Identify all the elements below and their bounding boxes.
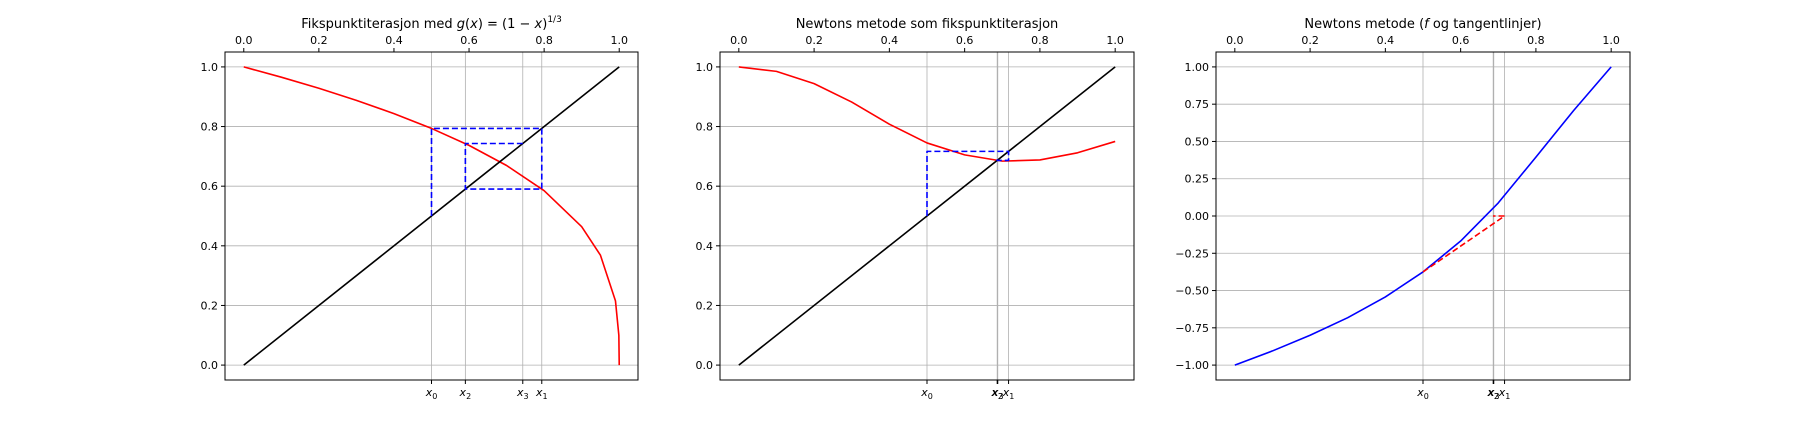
y-tick-label: 0.6 [201, 180, 219, 193]
y-tick-label: 0.00 [1185, 210, 1210, 223]
iterate-symbol: x [1498, 386, 1506, 399]
title-part: x [469, 17, 478, 32]
iterate-subscript: 1 [1009, 392, 1014, 401]
top-x-tick-label: 0.6 [956, 34, 974, 47]
title-part: ) = (1 − [478, 17, 535, 32]
top-x-tick-label: 1.0 [610, 34, 628, 47]
top-x-tick-label: 1.0 [1106, 34, 1124, 47]
y-tick-label: 0.6 [696, 180, 714, 193]
iterate-subscript: 0 [432, 392, 437, 401]
title-part: f [1424, 17, 1431, 32]
y-tick-label: −0.25 [1175, 247, 1209, 260]
y-tick-label: 0.8 [696, 121, 714, 134]
iterate-subscript: 0 [928, 392, 933, 401]
y-tick-label: 1.0 [201, 61, 219, 74]
chart-title: Newtons metode (f og tangentlinjer) [1304, 17, 1541, 32]
y-tick-label: 0.4 [201, 240, 219, 253]
top-x-tick-label: 0.2 [1301, 34, 1319, 47]
top-x-tick-label: 0.0 [1226, 34, 1244, 47]
top-x-tick-label: 0.4 [1377, 34, 1395, 47]
iterate-symbol: x [991, 386, 999, 399]
bottom-x-tick-label: x1 [1498, 386, 1511, 401]
title-part: og tangentlinjer) [1429, 17, 1542, 32]
iterate-symbol: x [1002, 386, 1010, 399]
bottom-x-tick-label: x2 [1486, 386, 1499, 401]
title-part: Newtons metode ( [1304, 17, 1424, 32]
title-part: g [457, 17, 465, 32]
iterate-subscript: 3 [998, 392, 1003, 401]
y-tick-label: 0.4 [696, 240, 714, 253]
y-tick-label: 1.0 [696, 61, 714, 74]
top-x-tick-label: 0.8 [1031, 34, 1049, 47]
y-tick-label: 0.8 [201, 121, 219, 134]
series-cobweb-line [430, 127, 543, 216]
y-tick-label: −1.00 [1175, 359, 1209, 372]
iterate-symbol: x [920, 386, 928, 399]
top-x-tick-label: 0.0 [235, 34, 253, 47]
title-part: ) [542, 17, 547, 32]
y-tick-label: 0.2 [696, 299, 714, 312]
top-x-tick-label: 0.2 [310, 34, 328, 47]
iterate-subscript: 3 [523, 392, 528, 401]
series-curve-line [243, 66, 621, 366]
iterate-symbol: x [459, 386, 467, 399]
series-tangent-line [1422, 215, 1506, 273]
chart-fixed-point-iteration: 0.00.20.40.60.81.00.0 0.2 0.4 0.6 0.8 1.0x0 x2… [201, 15, 639, 401]
iterate-subscript: 1 [542, 392, 547, 401]
title-part: Newtons metode som fikspunktiterasjon [796, 17, 1059, 32]
y-tick-label: −0.75 [1175, 322, 1209, 335]
iterate-symbol: x [535, 386, 543, 399]
title-part: ( [465, 17, 470, 32]
series-cobweb-line [926, 150, 1010, 216]
iterate-subscript: 0 [1424, 392, 1429, 401]
iterate-symbol: x [516, 386, 524, 399]
top-x-tick-label: 0.4 [385, 34, 403, 47]
series-curve-line [738, 66, 1116, 162]
bottom-x-tick-label: x0 [920, 386, 933, 401]
chart-newton-as-fixed-point: 0.00.20.40.60.81.00.0 0.2 0.4 0.6 0.8 1.0x0 x3… [696, 17, 1135, 401]
title-part: 1/3 [547, 15, 561, 25]
bottom-x-tick-label: x3 [991, 386, 1004, 401]
y-tick-label: 1.00 [1185, 61, 1210, 74]
iterate-symbol: x [1416, 386, 1424, 399]
bottom-x-tick-label: x2 [459, 386, 472, 401]
iterate-subscript: 3 [1494, 392, 1499, 401]
iterate-subscript: 2 [466, 392, 471, 401]
y-tick-label: 0.75 [1185, 98, 1210, 111]
bottom-x-tick-label: x3 [1487, 386, 1500, 401]
iterate-symbol: x [1486, 386, 1494, 399]
y-tick-label: 0.2 [201, 299, 219, 312]
bottom-x-tick-label: x3 [516, 386, 529, 401]
top-x-tick-label: 0.4 [881, 34, 899, 47]
top-x-tick-label: 0.2 [805, 34, 823, 47]
y-tick-label: −0.50 [1175, 285, 1209, 298]
bottom-x-tick-label: x2 [990, 386, 1003, 401]
iterate-symbol: x [425, 386, 433, 399]
iterate-subscript: 2 [1494, 392, 1499, 401]
bottom-x-tick-label: x0 [1416, 386, 1429, 401]
iterate-subscript: 1 [1505, 392, 1510, 401]
top-x-tick-label: 0.8 [1527, 34, 1545, 47]
y-tick-label: 0.25 [1185, 173, 1210, 186]
bottom-x-tick-label: x0 [425, 386, 438, 401]
iterate-symbol: x [1487, 386, 1495, 399]
title-part: Fikspunktiterasjon med [301, 17, 457, 32]
y-tick-label: 0.0 [201, 359, 219, 372]
chart-newton-tangent-lines: −1.00−0.75−0.50−0.250.000.250.500.751.00… [1175, 17, 1631, 401]
bottom-x-tick-label: x1 [535, 386, 548, 401]
bottom-x-tick-label: x1 [1002, 386, 1015, 401]
top-x-tick-label: 0.0 [730, 34, 748, 47]
top-x-tick-label: 1.0 [1602, 34, 1620, 47]
top-x-tick-label: 0.6 [460, 34, 478, 47]
title-part: x [534, 17, 543, 32]
iterate-symbol: x [990, 386, 998, 399]
iterate-subscript: 2 [998, 392, 1003, 401]
y-tick-label: 0.50 [1185, 135, 1210, 148]
y-tick-label: 0.0 [696, 359, 714, 372]
top-x-tick-label: 0.8 [535, 34, 553, 47]
top-x-tick-label: 0.6 [1452, 34, 1470, 47]
chart-title: Newtons metode som fikspunktiterasjon [796, 17, 1059, 32]
chart-title: Fikspunktiterasjon med g(x) = (1 − x)1/3 [301, 15, 562, 32]
